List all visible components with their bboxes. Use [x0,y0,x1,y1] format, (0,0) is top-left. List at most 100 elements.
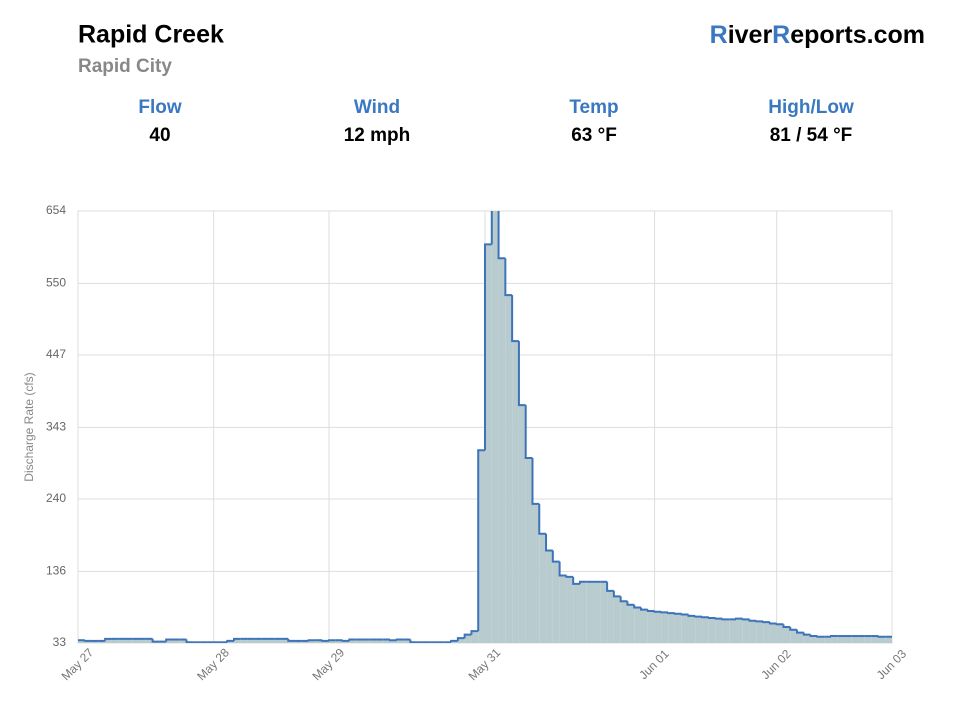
line-step [538,503,547,535]
line-step [578,580,587,584]
area-step [512,341,519,643]
logo-part: iver [728,21,773,49]
stat-value: 81 / 54 °F [770,125,853,146]
plot-area [78,211,892,643]
area-step [871,636,879,643]
area-step [179,639,187,643]
area-step [464,634,472,643]
logo[interactable]: RiverReports.com [710,21,925,49]
area-step [301,640,309,643]
line-step [721,618,730,621]
area-step [451,640,458,643]
area-step [498,258,506,643]
line-step [409,639,418,643]
line-step [389,639,397,642]
line-step [450,639,458,643]
area-step [315,640,323,643]
area-step [111,638,119,643]
area-step [607,590,614,643]
area-step [668,613,675,643]
area-step [647,611,655,643]
x-tick-label: May 29 [310,645,348,683]
line-step [463,633,472,639]
area-step [281,638,289,643]
line-step [612,590,621,598]
x-tick-label: Jun 02 [758,646,794,682]
line-step [517,341,526,407]
line-step [640,607,648,611]
area-step [369,639,377,643]
line-step [653,610,662,613]
line-step [504,258,513,297]
x-tick-label: Jun 03 [874,646,910,682]
line-step [734,617,743,620]
area-step [735,618,743,643]
area-step [674,613,682,643]
area-step [288,640,296,643]
line-step [307,639,316,642]
area-step [864,636,872,643]
line-step [816,635,825,638]
area-step [817,636,825,643]
line-step [633,604,642,609]
area-step [688,615,696,643]
area-step [234,638,241,643]
area-step [790,629,798,643]
line-step [348,638,357,641]
area-step [776,624,784,643]
area-step [878,636,886,643]
line-step [490,211,493,245]
area-step [362,639,370,643]
area-step [586,581,594,643]
area-step [844,636,852,643]
area-step [729,619,736,643]
area-step [247,638,255,643]
y-tick-label: 136 [46,564,66,578]
line-step [165,638,173,642]
area-step [342,640,350,643]
area-step [78,640,85,643]
location: Rapid City [78,56,172,77]
area-step [322,640,329,643]
area-step [145,638,153,643]
area-step [613,596,621,643]
line-step [477,449,485,632]
y-tick-label: 343 [46,420,66,434]
area-step [132,638,140,643]
area-step [376,639,384,643]
area-step [600,581,608,643]
area-step [525,457,533,643]
area-step [634,607,642,643]
line-step [775,623,784,626]
area-step [552,561,560,643]
line-step [673,612,682,615]
area-step [810,636,818,643]
line-step [233,637,241,641]
y-tick-label: 240 [46,491,66,505]
area-step [756,621,764,643]
area-step [403,639,411,643]
area-step [125,638,133,643]
area-step [139,638,146,643]
x-tick-label: Jun 01 [636,646,672,682]
line-step [558,561,567,577]
area-step [858,636,865,643]
line-step [327,639,336,642]
line-step [877,635,886,638]
line-step [395,638,404,641]
area-step [546,550,553,643]
line-step [741,618,750,621]
area-step [627,604,635,643]
area-step [328,640,336,643]
stat-label: Wind [354,97,400,118]
line-step [321,639,329,642]
stat-label: Temp [569,97,618,118]
line-step [748,619,757,622]
area-step [695,616,703,643]
area-step [457,638,465,643]
area-step [573,583,580,643]
area-step [539,533,547,643]
line-step [680,613,689,616]
logo-part: R [772,21,790,49]
